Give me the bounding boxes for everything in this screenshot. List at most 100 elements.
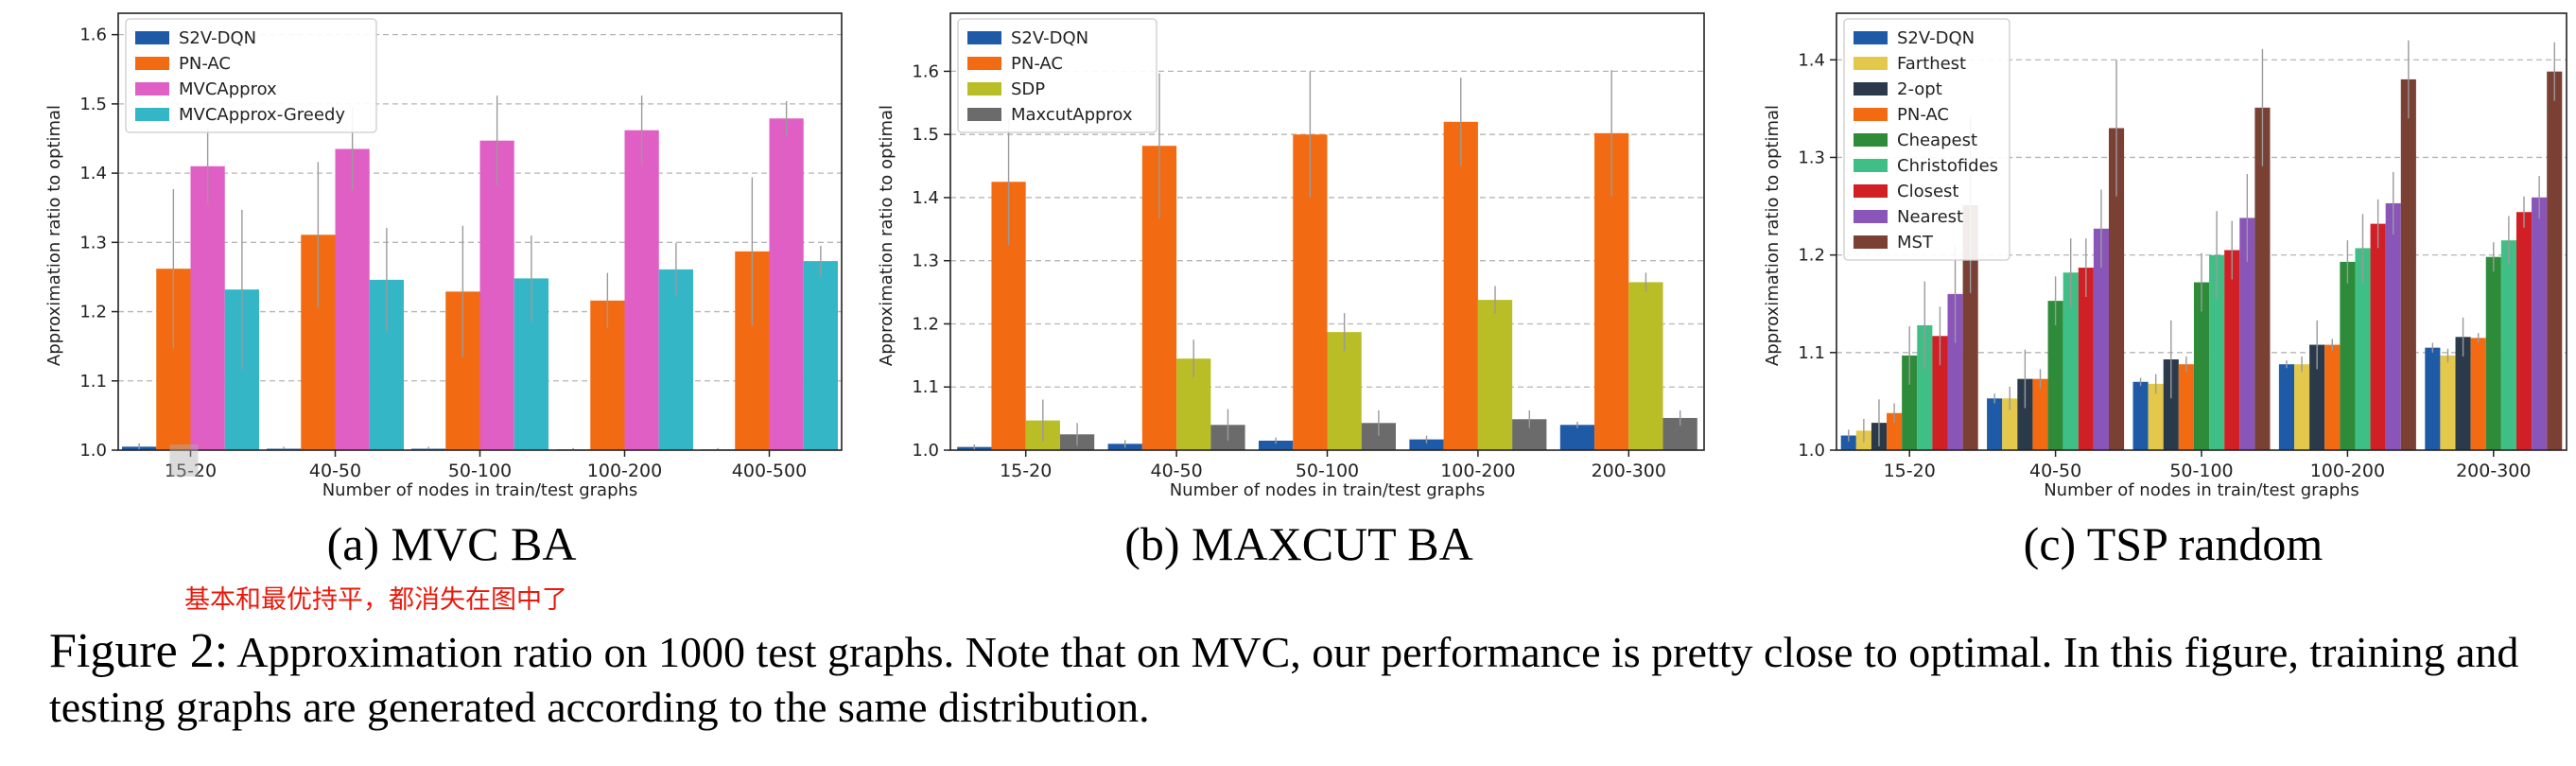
bar [2209, 254, 2225, 450]
legend-entry: Cheapest [1897, 131, 1977, 150]
x-tick-label: 50-100 [1296, 461, 1359, 481]
y-tick-label: 1.0 [79, 441, 107, 461]
bar [2032, 378, 2048, 450]
y-tick-label: 1.4 [1798, 50, 1825, 70]
bar [658, 269, 693, 450]
legend-swatch [1854, 31, 1888, 44]
bar [2108, 128, 2125, 450]
bar [2047, 301, 2063, 450]
legend-swatch [1854, 159, 1888, 172]
y-tick-label: 1.5 [79, 95, 107, 114]
x-tick-label: 40-50 [2029, 461, 2081, 481]
legend-entry: MVCApprox-Greedy [179, 105, 345, 125]
caption-lead: Figure 2: [49, 624, 229, 678]
legend-entry: SDP [1011, 79, 1045, 99]
bar [2455, 337, 2471, 450]
red-annotation-note: 基本和最优持平，都消失在图中了 [184, 585, 567, 615]
x-tick-label: 40-50 [309, 461, 361, 481]
legend-box [125, 18, 377, 133]
bar [1327, 332, 1362, 450]
highlight-marker [169, 444, 199, 477]
chart-subtitle: (c) TSP random [2024, 517, 2324, 570]
y-tick-label: 1.0 [912, 441, 939, 461]
bar [2163, 359, 2179, 450]
bar [2355, 248, 2371, 450]
figure-caption: Figure 2: Approximation ratio on 1000 te… [49, 624, 2546, 735]
legend-entry: PN-AC [179, 54, 231, 74]
legend-box [957, 18, 1157, 133]
y-tick-label: 1.6 [79, 26, 107, 45]
legend-swatch [1854, 235, 1888, 249]
bar [1477, 300, 1513, 450]
x-axis-label: Number of nodes in train/test graphs [322, 480, 638, 500]
bar [2400, 78, 2416, 450]
legend-swatch [967, 82, 1001, 96]
chart-subtitle: (a) MVC BA [327, 517, 577, 570]
bar [2425, 347, 2441, 450]
bar [2063, 272, 2079, 450]
chart-subtitle: (b) MAXCUT BA [1124, 517, 1473, 570]
bar [1887, 412, 1903, 450]
legend-entry: 2-opt [1897, 79, 1942, 99]
bar [2385, 202, 2401, 450]
bar [803, 261, 838, 450]
bar [335, 148, 370, 450]
legend-entry: MVCApprox [179, 79, 277, 99]
y-tick-label: 1.4 [912, 188, 939, 208]
legend-entry: Christofides [1897, 156, 1998, 176]
bar [1409, 439, 1444, 450]
y-tick-label: 1.0 [1798, 441, 1825, 461]
y-tick-label: 1.2 [79, 303, 107, 322]
legend-swatch [967, 31, 1001, 44]
bar [2340, 261, 2356, 450]
x-tick-label: 15-20 [165, 461, 217, 481]
bar [1987, 398, 2003, 450]
bar [2239, 218, 2255, 450]
x-tick-label: 100-200 [1440, 461, 1515, 481]
bar [2309, 344, 2325, 450]
legend-box [1843, 18, 2010, 261]
bar [1559, 425, 1595, 450]
y-tick-label: 1.5 [912, 125, 939, 145]
legend-swatch [135, 108, 169, 121]
legend-entry: Nearest [1897, 207, 1963, 227]
y-tick-label: 1.3 [912, 252, 939, 271]
legend-entry: MST [1897, 233, 1934, 252]
legend-swatch [967, 57, 1001, 70]
y-tick-label: 1.3 [1798, 148, 1825, 167]
x-axis-label: Number of nodes in train/test graphs [1170, 480, 1486, 500]
y-tick-label: 1.1 [912, 377, 939, 397]
bar [2254, 107, 2271, 450]
y-tick-label: 1.1 [1798, 343, 1825, 363]
x-tick-label: 15-20 [1000, 461, 1052, 481]
bar [2547, 71, 2563, 451]
plot-frame [117, 12, 843, 451]
y-axis-label: Approximation ratio to optimal [877, 105, 896, 366]
chart-panel-1: 1.0 1.1 1.2 1.3 1.4 1.5 1.6 15-20 40-50 50-100 100… [44, 12, 843, 570]
bar [2294, 364, 2310, 450]
bar [1932, 336, 1948, 450]
bar [2093, 228, 2109, 450]
bar [2132, 381, 2149, 450]
legend-entry: MaxcutApprox [1011, 105, 1133, 125]
legend-swatch [135, 57, 169, 70]
bar [1902, 355, 1918, 450]
x-tick-label: 15-20 [1884, 461, 1936, 481]
legend-entry: S2V-DQN [179, 28, 256, 48]
bar [2178, 364, 2194, 450]
bar [2370, 223, 2386, 450]
bar [2515, 212, 2532, 450]
bar [2532, 197, 2548, 450]
bar [2278, 364, 2295, 450]
legend-swatch [1854, 82, 1888, 96]
y-axis-label: Approximation ratio to optimal [44, 105, 64, 366]
bar [2017, 378, 2033, 450]
bar [2485, 256, 2501, 450]
bar [624, 130, 659, 450]
bar [2078, 268, 2094, 450]
bar [1947, 293, 1963, 450]
legend-swatch [1854, 210, 1888, 223]
plot-frame [1836, 12, 2567, 451]
bar [1628, 282, 1663, 450]
y-tick-label: 1.6 [912, 61, 939, 81]
